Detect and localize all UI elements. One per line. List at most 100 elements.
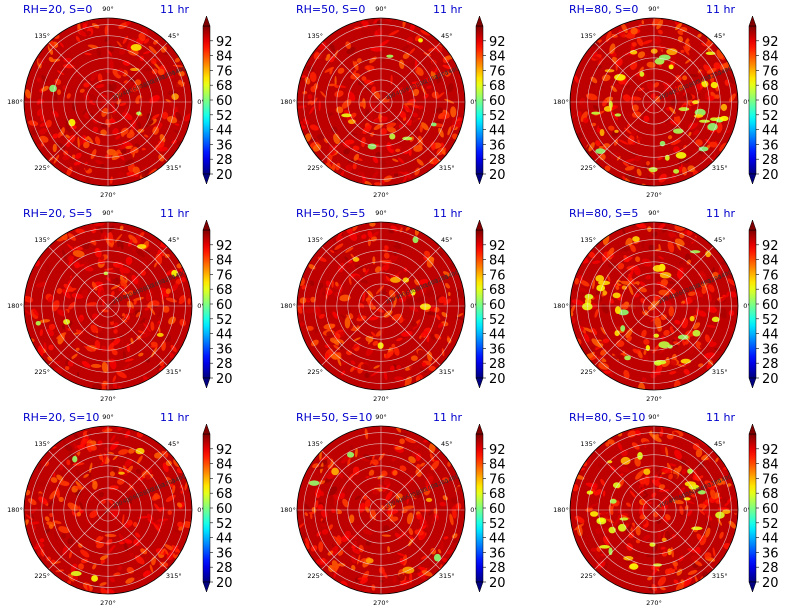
colorbar-tick-label: 44 [216, 532, 233, 547]
heatmap-speckle [113, 518, 121, 524]
heatmap-speckle [160, 548, 166, 555]
heatmap-speckle [670, 139, 681, 146]
colorbar-extend-bottom [202, 173, 211, 185]
heatmap-hotspot [678, 107, 690, 112]
heatmap-speckle [95, 535, 102, 544]
heatmap-speckle [83, 473, 89, 478]
heatmap-speckle [346, 228, 353, 234]
heatmap-speckle [406, 36, 413, 45]
heatmap-speckle [166, 334, 172, 342]
heatmap-speckle [310, 512, 313, 520]
heatmap-speckle [92, 480, 98, 490]
radial-tick-label: 1400 [444, 66, 460, 77]
angle-tick-label: 225° [307, 164, 323, 172]
heatmap-speckle [658, 255, 664, 260]
heatmap-speckle [418, 525, 427, 531]
heatmap-speckle [349, 514, 355, 524]
heatmap-speckle [682, 339, 686, 346]
heatmap-speckle [722, 496, 728, 504]
heatmap-speckle [674, 22, 682, 31]
panel-title: RH=20, S=10 [23, 411, 99, 424]
angular-gridline [653, 450, 714, 511]
heatmap-speckle [618, 29, 626, 38]
heatmap-speckle [697, 33, 702, 38]
heatmap-speckle [104, 447, 109, 451]
heatmap-speckle [337, 563, 346, 567]
heatmap-speckle [438, 250, 444, 256]
heatmap-speckle [668, 54, 677, 61]
heatmap-speckle [608, 125, 615, 131]
polar-panel: 2004006008001000120014000°45°90°135°180°… [280, 3, 505, 199]
angular-gridline [653, 509, 714, 570]
heatmap-speckle [168, 316, 176, 325]
heatmap-speckle [634, 155, 642, 162]
heatmap-speckle [89, 222, 97, 231]
heatmap-hotspot [614, 306, 621, 315]
heatmap-speckle [74, 447, 79, 453]
heatmap-speckle [149, 306, 156, 316]
heatmap-speckle [635, 256, 641, 263]
heatmap-speckle [694, 290, 704, 298]
heatmap-speckle [610, 111, 619, 121]
heatmap-speckle [36, 281, 48, 288]
heatmap-speckle [674, 86, 679, 95]
heatmap-speckle [582, 531, 587, 540]
heatmap-speckle [595, 327, 604, 336]
heatmap-speckle [349, 445, 354, 451]
heatmap-speckle [725, 71, 730, 78]
heatmap-speckle [725, 130, 731, 134]
heatmap-speckle [27, 498, 37, 506]
colorbar-tick-label: 60 [489, 502, 506, 517]
heatmap-speckle [436, 77, 442, 83]
heatmap-speckle [65, 287, 77, 292]
colorbar-tick-label: 44 [216, 124, 233, 139]
heatmap-speckle [677, 36, 684, 43]
heatmap-speckle [345, 350, 353, 356]
heatmap-speckle [99, 554, 109, 561]
radial-tick-label: 1200 [434, 274, 450, 285]
heatmap-speckle [373, 91, 381, 100]
heatmap-speckle [372, 156, 379, 164]
colorbar-extend-top [475, 15, 484, 27]
heatmap-speckle [629, 470, 637, 475]
heatmap-speckle [653, 82, 660, 88]
heatmap-speckle [24, 519, 29, 526]
heatmap-speckle [426, 567, 431, 572]
heatmap-speckle [67, 537, 74, 545]
angular-gridline [653, 101, 714, 162]
colorbar-tick-label: 68 [762, 79, 779, 94]
angle-tick-label: 0° [470, 302, 477, 310]
heatmap-speckle [124, 159, 134, 167]
heatmap-speckle [121, 336, 124, 346]
heatmap-speckle [374, 102, 381, 108]
angle-tick-label: 90° [102, 5, 114, 13]
angular-gridline [653, 246, 714, 307]
heatmap-speckle [141, 313, 153, 320]
heatmap-speckle [145, 290, 153, 302]
radial-tick-label: 1200 [434, 478, 450, 489]
heatmap-speckle [110, 337, 115, 342]
heatmap-speckle [591, 260, 601, 264]
heatmap-speckle [351, 564, 356, 571]
heatmap-speckle [112, 466, 120, 473]
heatmap-speckle [142, 50, 152, 55]
heatmap-speckle [409, 365, 414, 370]
heatmap-speckle [582, 117, 589, 124]
heatmap-speckle [666, 433, 674, 440]
heatmap-hotspot [691, 526, 703, 531]
heatmap-hotspot [412, 236, 419, 244]
heatmap-speckle [623, 369, 630, 380]
heatmap-speckle [68, 550, 73, 559]
heatmap-speckle [677, 84, 684, 92]
heatmap-speckle [726, 291, 730, 298]
heatmap-speckle [50, 446, 60, 454]
heatmap-speckle [364, 65, 375, 71]
colorbar-tick-label: 76 [216, 472, 233, 487]
heatmap-speckle [57, 89, 61, 95]
heatmap-speckle [710, 489, 717, 500]
heatmap-hotspot [418, 38, 423, 43]
angular-gridline [321, 305, 382, 366]
heatmap-speckle [109, 441, 119, 451]
heatmap-speckle [667, 135, 673, 140]
heatmap-speckle [415, 453, 421, 462]
